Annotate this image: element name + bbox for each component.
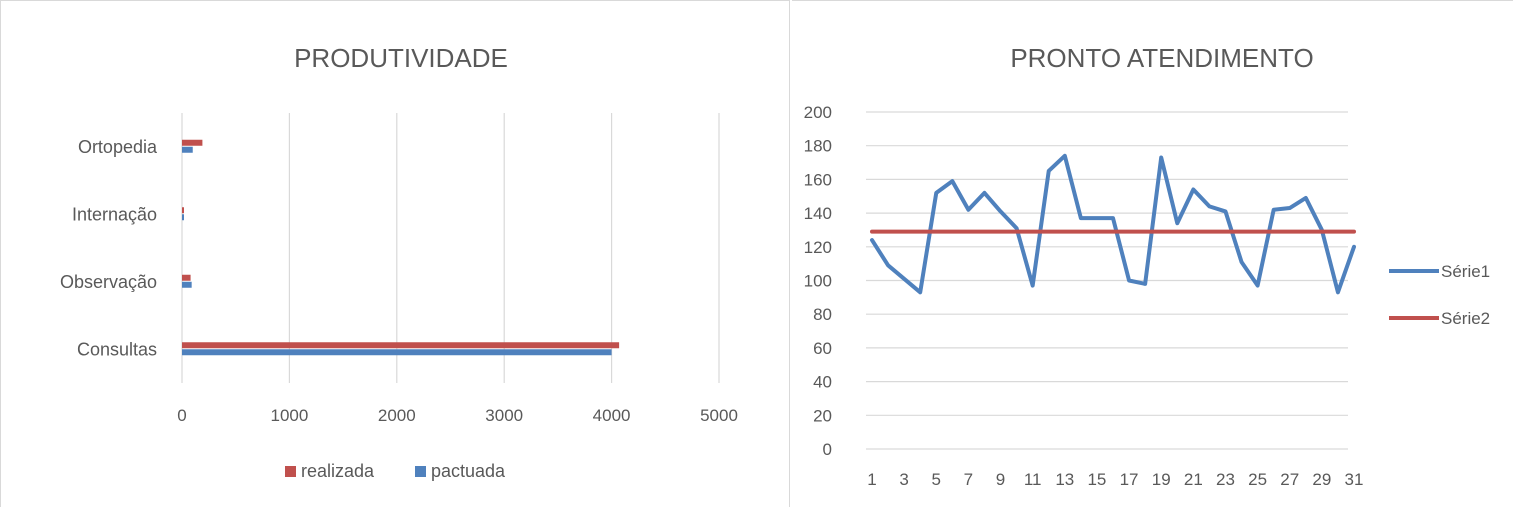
legend-label-pactuada: pactuada (431, 461, 506, 481)
x-tick-label: 9 (996, 470, 1005, 489)
y-tick-label: 180 (804, 137, 832, 156)
bar-pactuada-internação (182, 214, 184, 221)
bar-realizada-ortopedia (182, 139, 203, 146)
x-tick-label: 5 (932, 470, 941, 489)
x-tick-label: 21 (1184, 470, 1203, 489)
bar-realizada-internação (182, 207, 184, 214)
category-label: Ortopedia (78, 137, 158, 157)
y-tick-label: 160 (804, 170, 832, 189)
bar-pactuada-ortopedia (182, 146, 193, 153)
legend-label-Série1: Série1 (1441, 262, 1490, 281)
y-tick-label: 120 (804, 238, 832, 257)
x-tick-label: 23 (1216, 470, 1235, 489)
x-tick-label: 11 (1024, 470, 1042, 489)
bar-realizada-observação (182, 274, 191, 281)
x-tick-label: 4000 (593, 406, 631, 425)
x-tick-label: 7 (964, 470, 973, 489)
x-tick-label: 29 (1312, 470, 1331, 489)
y-tick-label: 80 (813, 305, 832, 324)
y-tick-label: 140 (804, 204, 832, 223)
x-tick-label: 0 (177, 406, 186, 425)
y-tick-label: 0 (823, 440, 832, 459)
x-tick-label: 5000 (700, 406, 738, 425)
x-tick-label: 27 (1280, 470, 1299, 489)
y-tick-label: 60 (813, 339, 832, 358)
legend-swatch-realizada (285, 466, 296, 477)
category-label: Observação (60, 272, 157, 292)
legend-swatch-pactuada (415, 466, 426, 477)
chart-title: PRODUTIVIDADE (294, 43, 508, 73)
produtividade-chart: PRODUTIVIDADE Consultas Observação Interna… (60, 43, 738, 481)
legend-label-Série2: Série2 (1441, 309, 1490, 328)
x-tick-label: 13 (1055, 470, 1074, 489)
legend-label-realizada: realizada (301, 461, 375, 481)
category-label: Consultas (77, 339, 157, 359)
x-tick-label: 31 (1345, 470, 1364, 489)
produtividade-chart-panel: PRODUTIVIDADE Consultas Observação Interna… (0, 0, 790, 507)
x-tick-label: 15 (1087, 470, 1106, 489)
category-label: Internação (72, 204, 157, 224)
bar-pactuada-consultas (182, 349, 612, 356)
x-tick-label: 1000 (270, 406, 308, 425)
y-tick-label: 40 (813, 373, 832, 392)
x-tick-label: 19 (1152, 470, 1171, 489)
series-line-Série1 (870, 153, 1356, 295)
pronto-atendimento-chart: PRONTO ATENDIMENTO 0 20 40 60 80 100 120 140 160… (804, 43, 1491, 489)
bar-pactuada-observação (182, 281, 192, 288)
x-tick-label: 3 (899, 470, 908, 489)
pronto-atendimento-chart-panel: PRONTO ATENDIMENTO 0 20 40 60 80 100 120 140 160… (792, 0, 1513, 507)
y-tick-label: 100 (804, 272, 832, 291)
y-tick-label: 20 (813, 406, 832, 425)
bar-realizada-consultas (182, 342, 620, 349)
x-tick-label: 17 (1120, 470, 1139, 489)
chart-title: PRONTO ATENDIMENTO (1010, 43, 1313, 73)
x-tick-label: 3000 (485, 406, 523, 425)
x-tick-label: 1 (867, 470, 876, 489)
x-tick-label: 2000 (378, 406, 416, 425)
y-tick-label: 200 (804, 103, 832, 122)
x-tick-label: 25 (1248, 470, 1267, 489)
